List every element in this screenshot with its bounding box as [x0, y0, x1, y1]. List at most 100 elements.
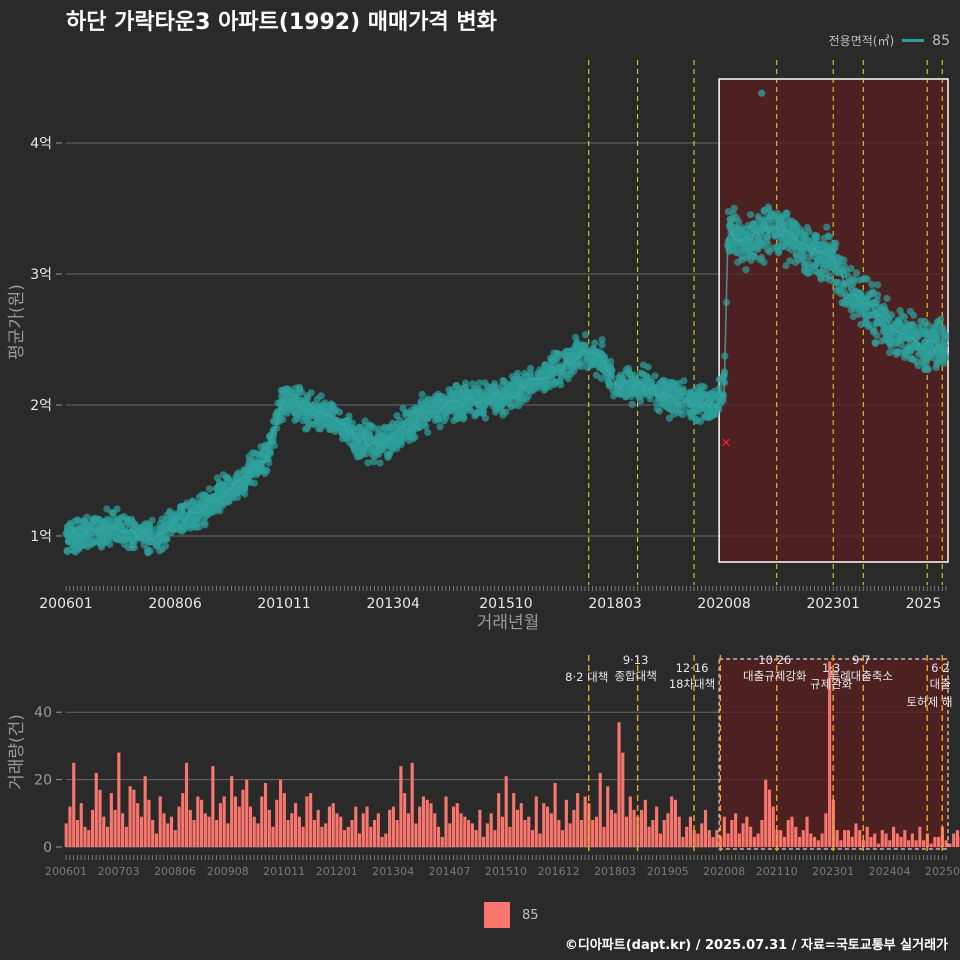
scatter-point: [923, 321, 932, 329]
bar: [256, 823, 260, 847]
scatter-point: [803, 223, 812, 232]
scatter-point: [872, 339, 880, 347]
scatter-point: [187, 516, 195, 524]
bar: [406, 813, 410, 847]
bar: [745, 816, 749, 847]
scatter-point: [878, 337, 886, 345]
bar: [275, 799, 279, 847]
bar-legend-label: 85: [522, 907, 539, 923]
scatter-point: [672, 405, 680, 413]
scatter-point: [198, 491, 206, 499]
legend-swatch: [902, 39, 925, 42]
policy-label: 9·7: [852, 653, 870, 667]
scatter-point: [886, 348, 894, 357]
x-tick-label: 201803: [588, 596, 641, 612]
bar: [606, 786, 610, 847]
bar-x-tick-label: 201407: [429, 865, 471, 878]
scatter-point: [434, 390, 442, 398]
scatter-point: [345, 438, 353, 446]
scatter-point: [782, 262, 790, 270]
scatter-point: [213, 474, 221, 482]
scatter-point: [464, 388, 473, 396]
scatter-point: [900, 313, 909, 321]
scatter-point: [204, 510, 212, 519]
bar: [327, 806, 332, 847]
bar: [549, 813, 553, 847]
scatter-point: [79, 517, 87, 525]
bar: [865, 826, 869, 847]
scatter-point: [892, 350, 901, 358]
scatter-point: [894, 337, 902, 345]
bar: [222, 796, 226, 848]
scatter-point: [644, 391, 653, 399]
bar: [196, 796, 200, 848]
bar: [628, 796, 632, 848]
scatter-point: [241, 490, 249, 498]
bar: [790, 816, 794, 847]
scatter-point: [823, 223, 831, 231]
scatter-point: [797, 246, 805, 254]
policy-label: 12·16: [676, 661, 709, 675]
bar: [436, 826, 441, 847]
scatter-point: [107, 520, 115, 528]
bar: [68, 806, 72, 847]
bar: [373, 820, 377, 847]
bar-x-tick-label: 201612: [538, 865, 580, 878]
bar: [121, 813, 125, 847]
scatter-point: [436, 423, 444, 431]
bar-x-tick-label: 200601: [45, 865, 87, 878]
x-tick-label: 2025: [906, 596, 942, 612]
scatter-point: [327, 414, 335, 422]
scatter-point: [230, 478, 238, 486]
bar: [181, 793, 185, 847]
scatter-point: [499, 397, 507, 406]
bar: [670, 796, 674, 848]
scatter-point: [220, 481, 228, 489]
bar: [316, 809, 320, 847]
x-tick-label: 201510: [479, 596, 532, 612]
scatter-point: [885, 335, 894, 343]
bar: [339, 816, 343, 847]
bar: [248, 806, 253, 847]
legend-label: 85: [932, 32, 950, 49]
bar: [891, 826, 896, 847]
bar-x-tick-label: 202507: [925, 865, 960, 878]
bar: [952, 833, 956, 847]
scatter-point: [592, 371, 600, 379]
scatter-point: [665, 387, 673, 395]
bar: [801, 830, 805, 847]
bar: [700, 823, 704, 847]
scatter-point: [598, 341, 606, 349]
bar: [617, 722, 621, 847]
scatter-point: [900, 353, 909, 361]
scatter-point: [399, 404, 407, 412]
y-tick-label: 1억: [30, 529, 52, 545]
bar: [858, 830, 862, 847]
scatter-point: [225, 498, 233, 506]
scatter-point: [697, 382, 705, 390]
bar: [696, 833, 700, 847]
bar-x-tick-label: 201510: [485, 865, 527, 878]
scatter-point: [847, 264, 855, 272]
bar: [937, 836, 941, 847]
scatter-point: [393, 412, 401, 420]
special-marker: ×: [721, 436, 732, 451]
scatter-point: [319, 413, 327, 421]
scatter-point: [788, 220, 796, 228]
scatter-point: [912, 330, 920, 338]
scatter-point: [924, 366, 932, 374]
bar: [624, 816, 629, 847]
bar: [154, 833, 159, 847]
scatter-point: [680, 377, 688, 385]
y-tick-label: 4억: [30, 136, 52, 152]
scatter-point: [931, 324, 940, 332]
policy-label: 9·13: [623, 653, 649, 667]
bar-x-tick-label: 200806: [154, 865, 196, 878]
scatter-point: [855, 305, 864, 313]
scatter-point: [932, 364, 940, 372]
bar: [861, 840, 866, 847]
bar: [809, 833, 813, 847]
bar: [286, 820, 290, 847]
scatter-point: [279, 387, 288, 395]
scatter-point: [719, 378, 727, 386]
